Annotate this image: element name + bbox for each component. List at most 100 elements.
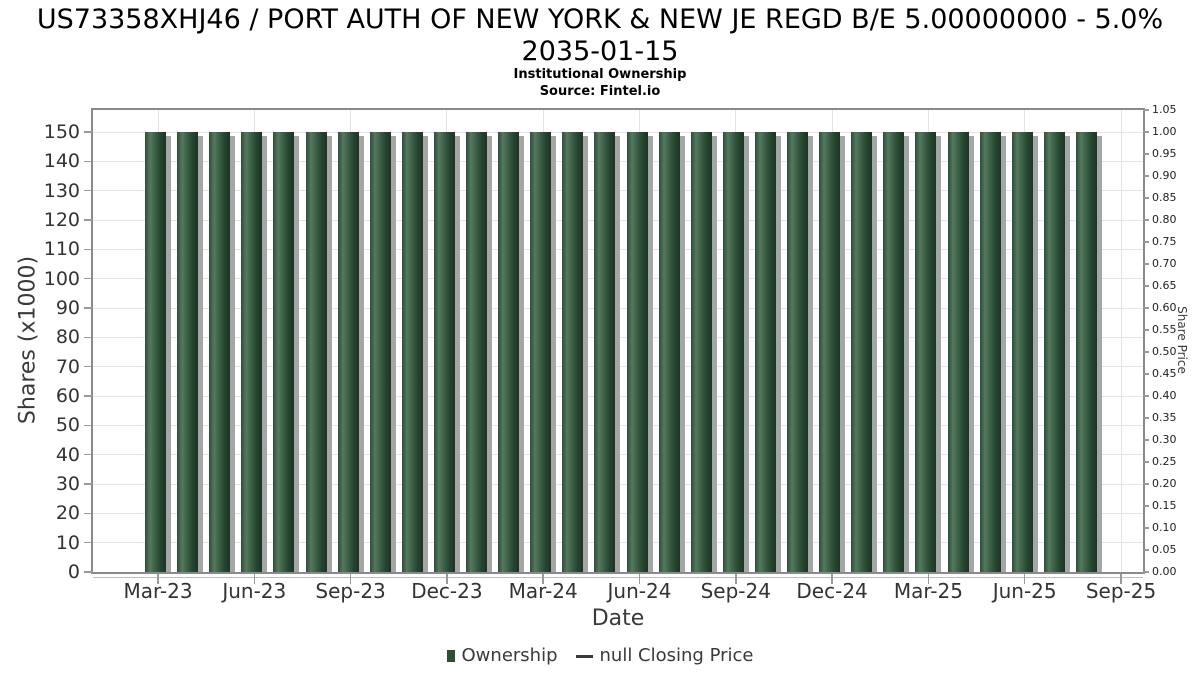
ownership-bar — [145, 132, 166, 572]
left-tick-mark — [84, 219, 92, 221]
bar-shadow — [840, 136, 846, 572]
right-tick-label: 0.00 — [1152, 565, 1177, 578]
legend-item-label: null Closing Price — [599, 645, 754, 666]
bar-shadow — [1064, 136, 1070, 572]
left-tick-mark — [84, 571, 92, 573]
ownership-bar — [819, 132, 841, 572]
right-tick-label: 0.10 — [1152, 521, 1177, 534]
bar-shadow — [1000, 136, 1006, 572]
ownership-bar — [369, 132, 391, 572]
legend-item-label: Ownership — [461, 645, 558, 666]
legend: Ownership null Closing Price — [0, 645, 1200, 666]
right-tick-label: 0.70 — [1152, 257, 1177, 270]
right-tick-label: 0.40 — [1152, 389, 1177, 402]
bottom-tick-mark — [638, 574, 641, 584]
left-tick-mark — [84, 512, 92, 515]
right-tick-label: 0.15 — [1152, 499, 1177, 512]
ownership-bar — [787, 132, 808, 572]
right-tick-mark — [1143, 241, 1149, 243]
x-tick-label: Sep-25 — [1085, 579, 1157, 603]
x-tick-label: Dec-24 — [796, 579, 868, 603]
right-tick-mark — [1143, 197, 1149, 199]
bar-shadow — [230, 136, 236, 572]
bar-shadow — [262, 136, 268, 572]
bottom-tick-mark — [1120, 574, 1122, 584]
left-tick-mark — [84, 248, 92, 251]
bar-shadow — [519, 136, 525, 572]
left-tick-mark — [84, 189, 92, 192]
x-tick-label: Sep-24 — [700, 579, 771, 603]
legend-line-marker-icon — [575, 655, 593, 658]
ownership-bar — [947, 132, 969, 572]
bottom-tick-mark — [446, 574, 448, 584]
left-tick-label: 10 — [55, 531, 80, 554]
left-tick-label: 150 — [43, 121, 80, 143]
x-tick-label: Mar-24 — [508, 579, 578, 603]
bar-shadow — [358, 136, 364, 572]
right-tick-label: 1.00 — [1152, 125, 1177, 138]
left-tick-mark — [84, 395, 92, 397]
bar-shadow — [583, 136, 589, 572]
plot-area — [91, 108, 1145, 574]
bottom-tick-mark — [253, 574, 256, 584]
right-tick-mark — [1143, 329, 1149, 331]
right-tick-label: 0.85 — [1152, 191, 1177, 204]
bar-shadow — [422, 136, 428, 572]
right-tick-label: 0.25 — [1152, 455, 1177, 468]
bar-shadow — [808, 136, 813, 572]
right-tick-label: 0.65 — [1152, 279, 1177, 292]
left-tick-label: 70 — [55, 355, 80, 378]
left-tick-label: 60 — [55, 385, 80, 407]
left-tick-mark — [84, 541, 92, 544]
ownership-bar — [177, 132, 199, 572]
left-tick-label: 110 — [43, 238, 80, 261]
ownership-bar — [594, 132, 616, 572]
x-tick-label: Dec-23 — [411, 579, 483, 603]
right-tick-label: 0.20 — [1152, 477, 1177, 490]
ownership-bar — [883, 132, 905, 572]
bar-shadow — [968, 136, 974, 572]
right-axis-title: Share Price — [1175, 306, 1189, 374]
chart-subtitle: Institutional Ownership — [513, 67, 687, 82]
right-tick-mark — [1143, 175, 1149, 177]
right-tick-label: 0.30 — [1152, 433, 1177, 446]
bar-shadow — [166, 136, 171, 572]
right-tick-mark — [1143, 395, 1149, 397]
x-tick-label: Jun-24 — [607, 579, 672, 603]
right-tick-label: 0.05 — [1152, 543, 1177, 556]
bar-shadow — [487, 136, 492, 572]
chart-title-line2: 2035-01-15 — [521, 36, 679, 67]
right-tick-mark — [1143, 417, 1149, 419]
ownership-bar — [241, 132, 263, 572]
bottom-tick-mark — [927, 574, 930, 584]
ownership-bar — [626, 132, 648, 572]
left-tick-label: 90 — [55, 297, 80, 319]
right-tick-mark — [1143, 307, 1149, 309]
x-tick-label: Jun-23 — [222, 579, 287, 603]
right-tick-label: 0.50 — [1152, 345, 1177, 358]
ownership-bar — [722, 132, 744, 572]
x-tick-label: Mar-25 — [893, 579, 963, 603]
left-tick-label: 20 — [55, 502, 80, 525]
right-tick-mark — [1143, 549, 1149, 551]
left-tick-label: 140 — [43, 150, 80, 173]
bar-shadow — [454, 136, 460, 572]
right-tick-label: 1.05 — [1152, 103, 1177, 116]
ownership-bar — [979, 132, 1001, 572]
right-tick-mark — [1143, 483, 1149, 485]
left-tick-label: 50 — [55, 414, 80, 437]
left-tick-mark — [84, 424, 92, 427]
bottom-tick-mark — [831, 574, 833, 584]
left-tick-label: 100 — [43, 267, 80, 290]
bar-shadow — [1032, 136, 1038, 572]
ownership-bar — [1043, 132, 1065, 572]
right-tick-mark — [1143, 527, 1149, 529]
bar-shadow — [198, 136, 204, 572]
right-tick-mark — [1143, 219, 1149, 221]
left-tick-mark — [84, 336, 92, 339]
bottom-tick-mark — [735, 574, 737, 584]
bar-shadow — [294, 136, 300, 572]
right-tick-label: 0.55 — [1152, 323, 1177, 336]
ownership-bar — [530, 132, 552, 572]
